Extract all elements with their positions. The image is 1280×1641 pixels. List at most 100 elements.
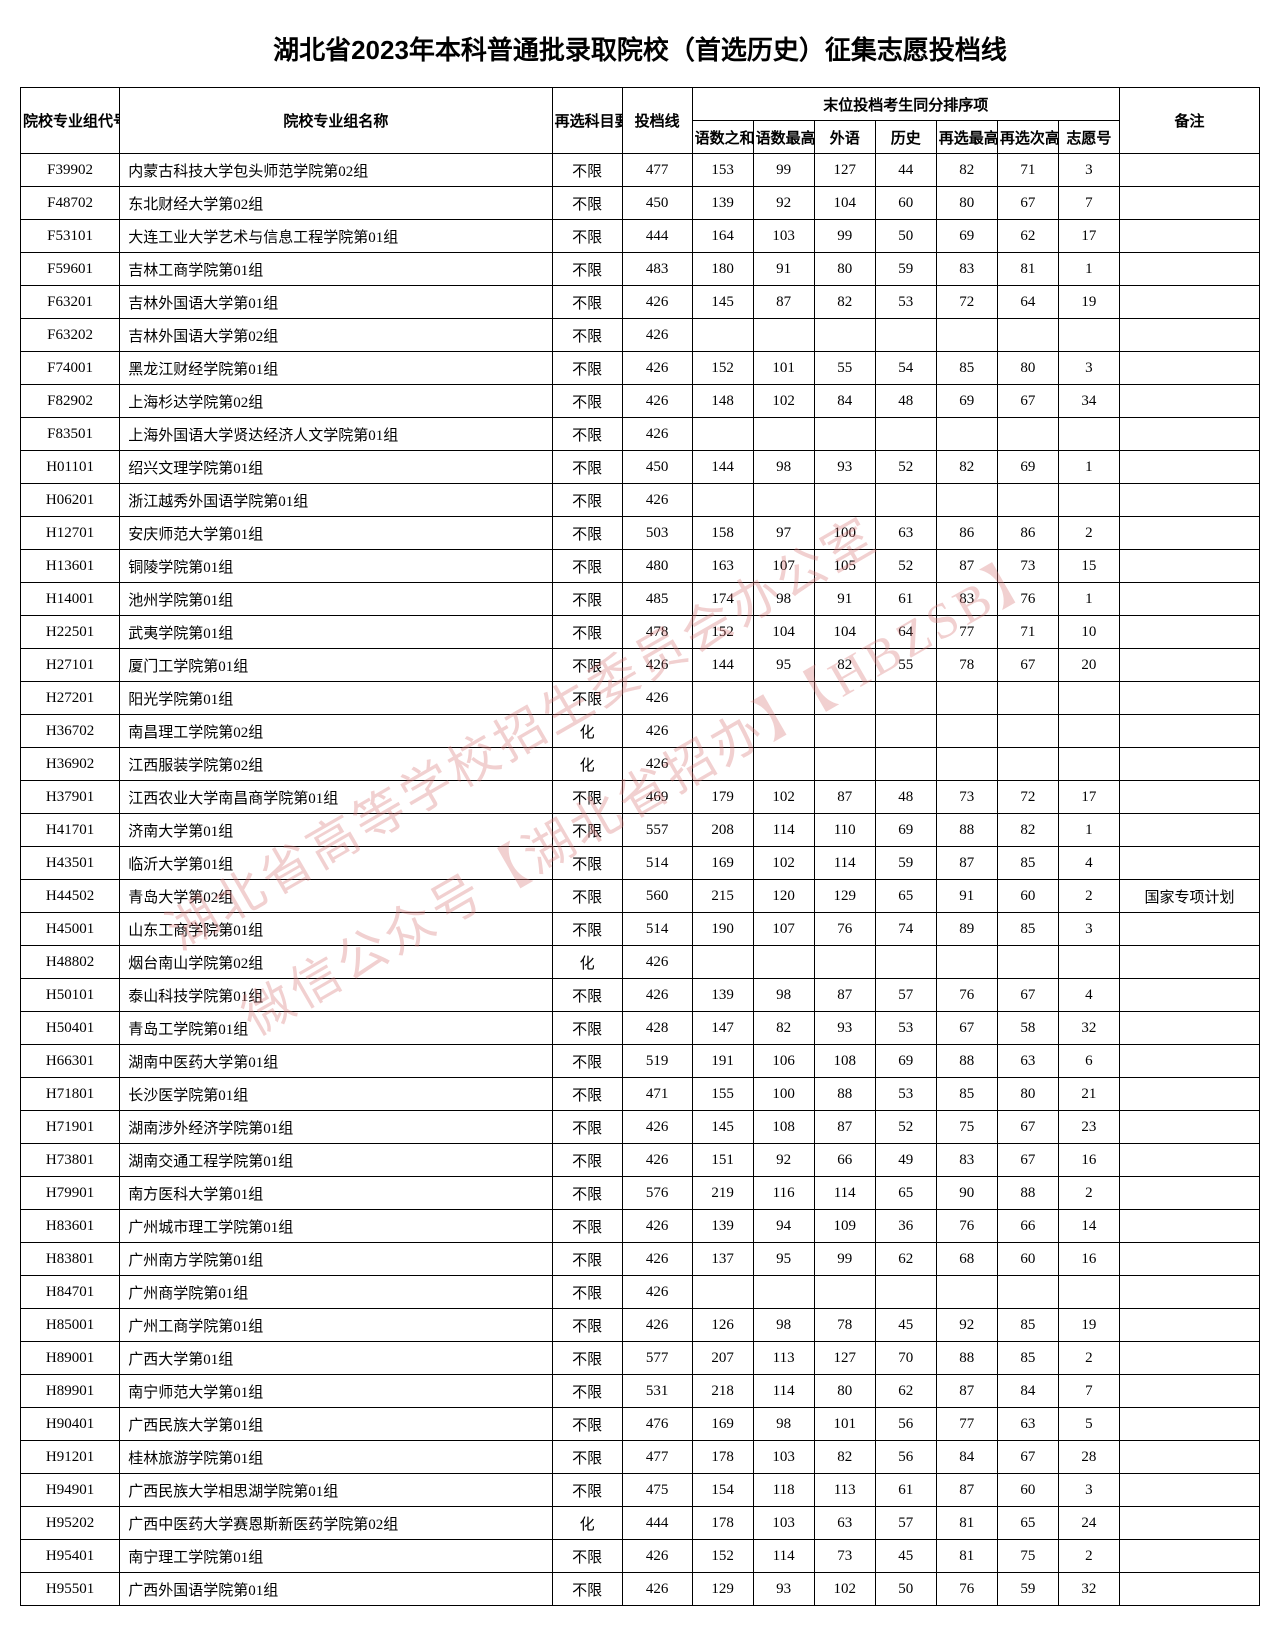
table-row: H90401广西民族大学第01组不限476169981015677635 <box>21 1408 1260 1441</box>
cell-code: F82902 <box>21 385 120 418</box>
cell-s3: 127 <box>814 154 875 187</box>
cell-score: 560 <box>622 880 692 913</box>
cell-s5: 77 <box>936 1408 997 1441</box>
cell-code: H89001 <box>21 1342 120 1375</box>
cell-s5: 92 <box>936 1309 997 1342</box>
cell-s2: 100 <box>753 1078 814 1111</box>
table-row: H94901广西民族大学相思湖学院第01组不限47515411811361876… <box>21 1474 1260 1507</box>
cell-s3: 73 <box>814 1540 875 1573</box>
table-row: H43501临沂大学第01组不限5141691021145987854 <box>21 847 1260 880</box>
cell-score: 576 <box>622 1177 692 1210</box>
cell-s1: 126 <box>692 1309 753 1342</box>
cell-s5: 76 <box>936 1573 997 1606</box>
cell-s1: 164 <box>692 220 753 253</box>
cell-remark <box>1119 286 1259 319</box>
cell-s1: 139 <box>692 187 753 220</box>
cell-remark <box>1119 1507 1259 1540</box>
cell-s4: 57 <box>875 979 936 1012</box>
table-row: H41701济南大学第01组不限5572081141106988821 <box>21 814 1260 847</box>
cell-code: H13601 <box>21 550 120 583</box>
cell-s2: 98 <box>753 979 814 1012</box>
cell-s7: 32 <box>1058 1573 1119 1606</box>
table-row: H91201桂林旅游学院第01组不限4771781038256846728 <box>21 1441 1260 1474</box>
cell-s7 <box>1058 484 1119 517</box>
cell-score: 426 <box>622 1144 692 1177</box>
cell-s3: 82 <box>814 1441 875 1474</box>
cell-s4: 50 <box>875 220 936 253</box>
cell-s2: 116 <box>753 1177 814 1210</box>
cell-remark <box>1119 484 1259 517</box>
table-body: F39902内蒙古科技大学包头师范学院第02组不限477153991274482… <box>21 154 1260 1606</box>
cell-s1 <box>692 484 753 517</box>
th-sub5: 再选最高 <box>936 121 997 154</box>
cell-s5: 90 <box>936 1177 997 1210</box>
cell-score: 426 <box>622 1111 692 1144</box>
cell-req: 不限 <box>552 187 622 220</box>
cell-code: F39902 <box>21 154 120 187</box>
cell-s5: 85 <box>936 352 997 385</box>
cell-req: 不限 <box>552 1408 622 1441</box>
cell-code: H44502 <box>21 880 120 913</box>
cell-remark <box>1119 781 1259 814</box>
cell-name: 江西服装学院第02组 <box>120 748 552 781</box>
cell-s1: 190 <box>692 913 753 946</box>
cell-score: 503 <box>622 517 692 550</box>
cell-code: F74001 <box>21 352 120 385</box>
cell-remark <box>1119 451 1259 484</box>
cell-s7: 3 <box>1058 352 1119 385</box>
cell-s3: 129 <box>814 880 875 913</box>
cell-s4: 48 <box>875 781 936 814</box>
cell-s5 <box>936 682 997 715</box>
cell-s5: 81 <box>936 1540 997 1573</box>
cell-s2: 92 <box>753 1144 814 1177</box>
cell-req: 不限 <box>552 682 622 715</box>
cell-s4: 54 <box>875 352 936 385</box>
cell-s5: 91 <box>936 880 997 913</box>
cell-name: 安庆师范大学第01组 <box>120 517 552 550</box>
cell-s6: 80 <box>997 352 1058 385</box>
cell-score: 426 <box>622 286 692 319</box>
th-sub6: 再选次高 <box>997 121 1058 154</box>
cell-req: 不限 <box>552 583 622 616</box>
cell-s1 <box>692 715 753 748</box>
cell-s1: 215 <box>692 880 753 913</box>
cell-code: H12701 <box>21 517 120 550</box>
cell-code: H48802 <box>21 946 120 979</box>
cell-s4: 45 <box>875 1540 936 1573</box>
cell-code: F59601 <box>21 253 120 286</box>
page-container: 湖北省2023年本科普通批录取院校（首选历史）征集志愿投档线 院校专业组代号 院… <box>20 30 1260 1606</box>
cell-code: H36902 <box>21 748 120 781</box>
cell-s6: 85 <box>997 1342 1058 1375</box>
cell-s2: 120 <box>753 880 814 913</box>
cell-s7: 19 <box>1058 286 1119 319</box>
cell-s5: 72 <box>936 286 997 319</box>
cell-s6: 67 <box>997 1441 1058 1474</box>
cell-remark <box>1119 1111 1259 1144</box>
cell-code: H85001 <box>21 1309 120 1342</box>
cell-s5: 77 <box>936 616 997 649</box>
cell-s1: 151 <box>692 1144 753 1177</box>
cell-s7: 28 <box>1058 1441 1119 1474</box>
cell-s6 <box>997 748 1058 781</box>
cell-name: 南宁师范大学第01组 <box>120 1375 552 1408</box>
cell-s1: 178 <box>692 1441 753 1474</box>
cell-s7: 7 <box>1058 187 1119 220</box>
cell-req: 不限 <box>552 1012 622 1045</box>
cell-s3: 110 <box>814 814 875 847</box>
cell-remark <box>1119 1012 1259 1045</box>
cell-code: H94901 <box>21 1474 120 1507</box>
cell-remark <box>1119 1342 1259 1375</box>
cell-s5 <box>936 715 997 748</box>
cell-s2: 106 <box>753 1045 814 1078</box>
cell-req: 不限 <box>552 847 622 880</box>
cell-s1: 139 <box>692 979 753 1012</box>
cell-name: 大连工业大学艺术与信息工程学院第01组 <box>120 220 552 253</box>
cell-req: 不限 <box>552 616 622 649</box>
cell-code: H50101 <box>21 979 120 1012</box>
cell-s7: 17 <box>1058 220 1119 253</box>
cell-s6 <box>997 1276 1058 1309</box>
cell-req: 化 <box>552 946 622 979</box>
cell-s4 <box>875 1276 936 1309</box>
cell-s2: 98 <box>753 1408 814 1441</box>
table-row: F63201吉林外国语大学第01组不限426145878253726419 <box>21 286 1260 319</box>
